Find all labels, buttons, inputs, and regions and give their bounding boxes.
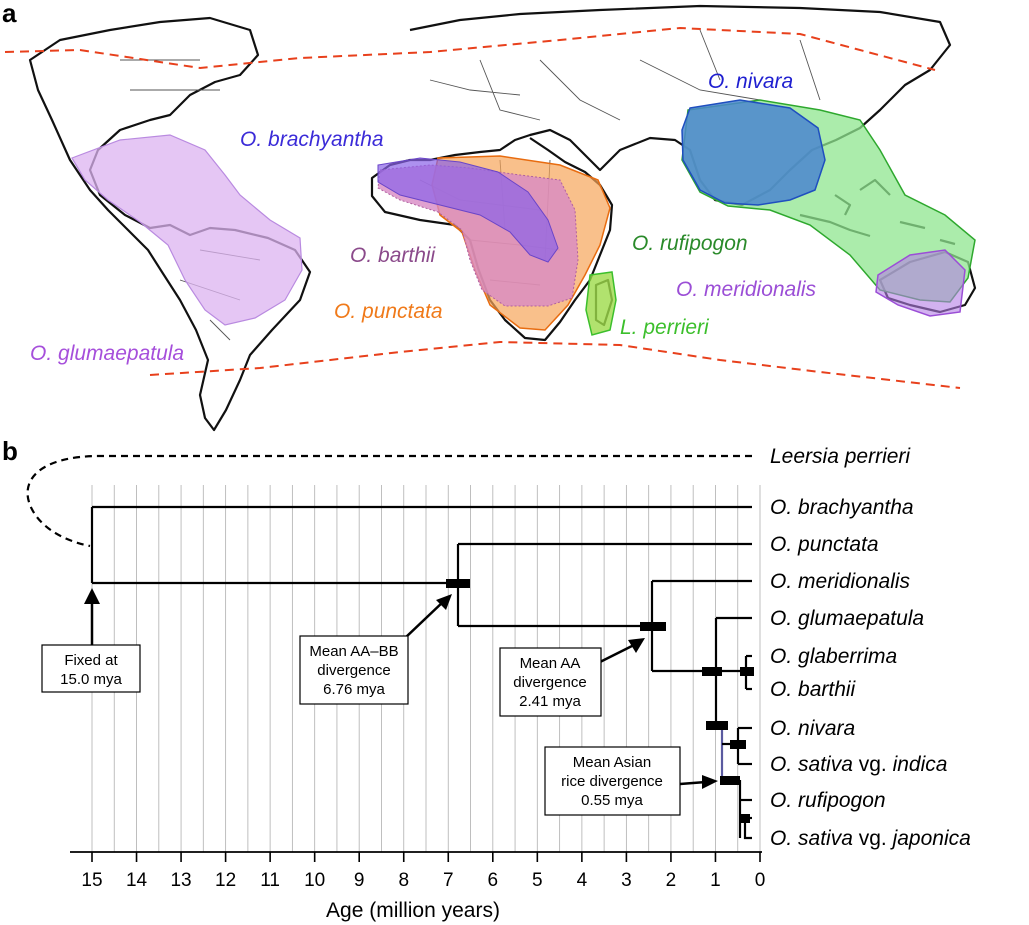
arrowhead-aa (628, 638, 645, 653)
box-asian (544, 746, 681, 816)
range-glumaepatula (71, 134, 303, 326)
map-label-rufipogon: O. rufipogon (632, 232, 748, 255)
node-bar-aa (640, 622, 666, 631)
arrowhead-aabb (436, 594, 452, 610)
node-bar-asian (720, 776, 740, 785)
x-tick-label: 7 (443, 870, 454, 891)
box-aabb (299, 635, 409, 705)
box-aa (499, 647, 602, 717)
box-aa-line3: 2.41 mya (519, 693, 581, 710)
map-label-barthii: O. barthii (350, 244, 437, 267)
x-tick-label: 5 (532, 870, 543, 891)
box-asian-line3: 0.55 mya (581, 792, 643, 809)
x-axis: 15 14 13 12 11 10 9 8 7 6 5 4 3 2 1 0 Age (million year… (70, 851, 765, 922)
map-label-glumaepatula: O. glumaepatula (30, 342, 184, 365)
annotation-root: Fixed at 15.0 mya (41, 588, 141, 693)
x-axis-ticks: 15 14 13 12 11 10 9 8 7 6 5 4 3 2 1 0 (81, 852, 765, 891)
arrow-asian (679, 780, 707, 786)
range-meridionalis (875, 249, 966, 317)
taxon-brachyantha: O. brachyantha (770, 496, 914, 519)
map-label-nivara: O. nivara (708, 70, 793, 93)
box-aabb-line2: divergence (317, 662, 390, 679)
node-bar-african (740, 667, 754, 676)
annotation-aabb: Mean AA–BB divergence 6.76 mya (299, 594, 452, 705)
x-tick-label: 15 (81, 870, 102, 891)
node-bar-rufipogon (740, 814, 750, 823)
arrow-aabb (404, 599, 446, 639)
range-nivara (681, 99, 826, 206)
taxa-labels: Leersia perrieri O. brachyantha O. punct… (770, 445, 971, 850)
taxon-meridionalis: O. meridionalis (770, 570, 911, 593)
map-label-meridionalis: O. meridionalis (676, 278, 817, 301)
x-tick-label: 0 (755, 870, 766, 891)
box-aa-line2: divergence (513, 674, 586, 691)
annotation-asian: Mean Asian rice divergence 0.55 mya (544, 746, 718, 816)
x-tick-label: 3 (621, 870, 632, 891)
box-aabb-line1: Mean AA–BB (309, 643, 398, 660)
branch-leersia-dashed (26, 454, 752, 548)
box-aabb-line3: 6.76 mya (323, 681, 385, 698)
tropic-of-cancer (4, 26, 936, 71)
taxon-leersia-perrieri: Leersia perrieri (770, 445, 911, 468)
taxon-nivara: O. nivara (770, 717, 855, 740)
x-tick-label: 14 (126, 870, 148, 891)
taxon-glumaepatula: O. glumaepatula (770, 607, 924, 630)
range-brachyantha (377, 157, 559, 263)
panel-letter-a: a (2, 0, 17, 28)
tropic-of-capricorn (149, 340, 961, 389)
map-label-punctata: O. punctata (334, 300, 443, 323)
taxon-glaberrima: O. glaberrima (770, 645, 897, 668)
panel-letter-b: b (2, 436, 18, 466)
x-tick-label: 12 (215, 870, 236, 891)
node-bar-aabb (446, 579, 470, 588)
annotation-aa: Mean AA divergence 2.41 mya (499, 638, 645, 717)
box-asian-line1: Mean Asian (573, 754, 651, 771)
node-bar-nivara (730, 740, 746, 749)
box-asian-line2: rice divergence (561, 773, 663, 790)
taxon-punctata: O. punctata (770, 533, 879, 556)
taxon-sativa-japonica: O. sativa vg. japonica (770, 827, 971, 850)
arrowhead-asian (702, 775, 718, 789)
node-bar-aa-inner (702, 667, 722, 676)
x-axis-title: Age (million years) (326, 899, 500, 922)
range-perrieri (585, 271, 617, 336)
map-label-perrieri: L. perrieri (620, 316, 710, 339)
taxon-barthii: O. barthii (770, 678, 857, 701)
map-label-brachyantha: O. brachyantha (240, 128, 384, 151)
x-tick-label: 4 (577, 870, 588, 891)
x-tick-label: 1 (710, 870, 721, 891)
node-bars (446, 579, 754, 823)
arrowhead-root (84, 588, 100, 604)
latitude-lines (4, 26, 961, 389)
taxon-sativa-indica: O. sativa vg. indica (770, 753, 947, 776)
x-tick-label: 10 (304, 870, 325, 891)
x-tick-label: 8 (398, 870, 409, 891)
x-tick-label: 11 (260, 870, 280, 891)
arrow-aa (599, 642, 637, 664)
species-ranges (71, 99, 976, 336)
map-labels: O. nivara O. brachyantha O. rufipogon O.… (30, 70, 817, 365)
box-root (41, 644, 141, 693)
afro-eurasia-coastline (370, 4, 952, 342)
branch-japonica (743, 818, 752, 840)
box-root-line1: Fixed at (64, 652, 118, 669)
box-root-line2: 15.0 mya (60, 671, 122, 688)
x-tick-label: 13 (170, 870, 191, 891)
taxon-rufipogon: O. rufipogon (770, 789, 886, 812)
box-aa-line1: Mean AA (520, 655, 581, 672)
x-tick-label: 9 (354, 870, 365, 891)
node-bar-asian-root (706, 721, 728, 730)
x-tick-label: 6 (488, 870, 499, 891)
x-tick-label: 2 (666, 870, 677, 891)
